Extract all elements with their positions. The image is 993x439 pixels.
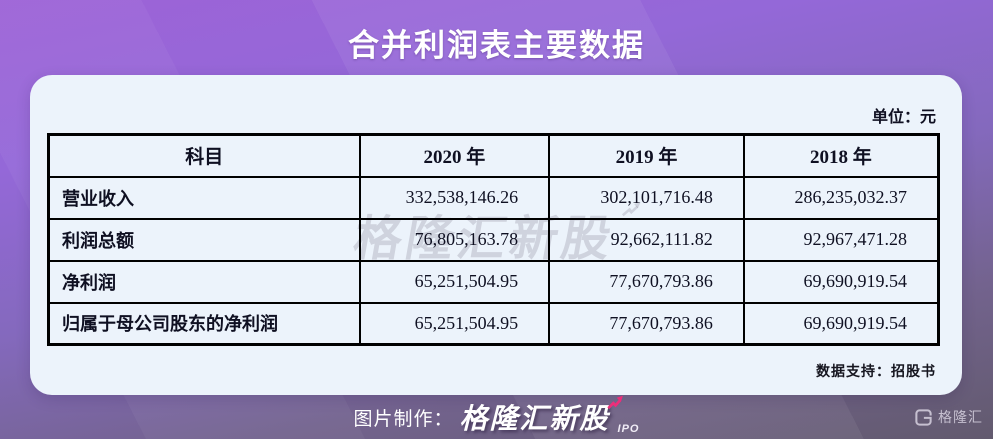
cell-value: 286,235,032.37 <box>742 175 940 220</box>
table-row-revenue: 营业收入 332,538,146.26 302,101,716.48 286,2… <box>47 175 940 220</box>
cell-value: 92,967,471.28 <box>742 217 940 262</box>
column-header-2020: 2020 年 <box>358 133 551 178</box>
income-statement-table: 科目 2020 年 2019 年 2018 年 营业收入 332,538,146… <box>47 133 940 346</box>
cell-value: 77,670,793.86 <box>548 301 745 346</box>
row-label: 营业收入 <box>47 175 361 220</box>
credit-group: 图片制作： 格隆汇新股 IPO <box>353 395 640 437</box>
unit-label: 单位：元 <box>871 109 936 126</box>
brand-name: 格隆汇新股 <box>459 403 610 434</box>
table-row-net-profit: 净利润 65,251,504.95 77,670,793.86 69,690,9… <box>47 259 940 304</box>
table-header-row: 科目 2020 年 2019 年 2018 年 <box>47 133 940 178</box>
credit-label: 图片制作： <box>353 408 454 430</box>
cell-value: 69,690,919.54 <box>742 301 940 346</box>
cell-value: 77,670,793.86 <box>548 259 745 304</box>
footer: 图片制作： 格隆汇新股 IPO 格隆汇 <box>0 395 993 439</box>
gelonghui-logo-text: 格隆汇 <box>938 409 983 425</box>
gelonghui-logo: 格隆汇 <box>914 407 983 427</box>
cell-value: 69,690,919.54 <box>742 259 940 304</box>
column-header-subject: 科目 <box>47 133 361 178</box>
table-row-net-profit-parent: 归属于母公司股东的净利润 65,251,504.95 77,670,793.86… <box>47 301 940 346</box>
cell-value: 65,251,504.95 <box>358 259 551 304</box>
brand-sub-label: IPO <box>617 423 640 435</box>
page-title: 合并利润表主要数据 <box>348 28 645 63</box>
cell-value: 76,805,163.78 <box>358 217 551 262</box>
cell-value: 65,251,504.95 <box>358 301 551 346</box>
cell-value: 302,101,716.48 <box>548 175 745 220</box>
gelonghui-g-icon <box>915 408 932 426</box>
column-header-2018: 2018 年 <box>742 133 940 178</box>
table-row-total-profit: 利润总额 76,805,163.78 92,662,111.82 92,967,… <box>47 217 940 262</box>
row-label: 净利润 <box>47 259 361 304</box>
row-label: 归属于母公司股东的净利润 <box>47 301 361 346</box>
cell-value: 332,538,146.26 <box>358 175 551 220</box>
brand-logo: 格隆汇新股 IPO <box>459 395 640 437</box>
column-header-2019: 2019 年 <box>548 133 745 178</box>
cell-value: 92,662,111.82 <box>548 217 745 262</box>
trend-up-arrow-icon <box>606 395 623 410</box>
data-card: 单位：元 格隆汇新股 科目 2020 年 2019 年 2018 年 <box>30 75 962 395</box>
data-source-note: 数据支持：招股书 <box>816 363 936 379</box>
row-label: 利润总额 <box>47 217 361 262</box>
